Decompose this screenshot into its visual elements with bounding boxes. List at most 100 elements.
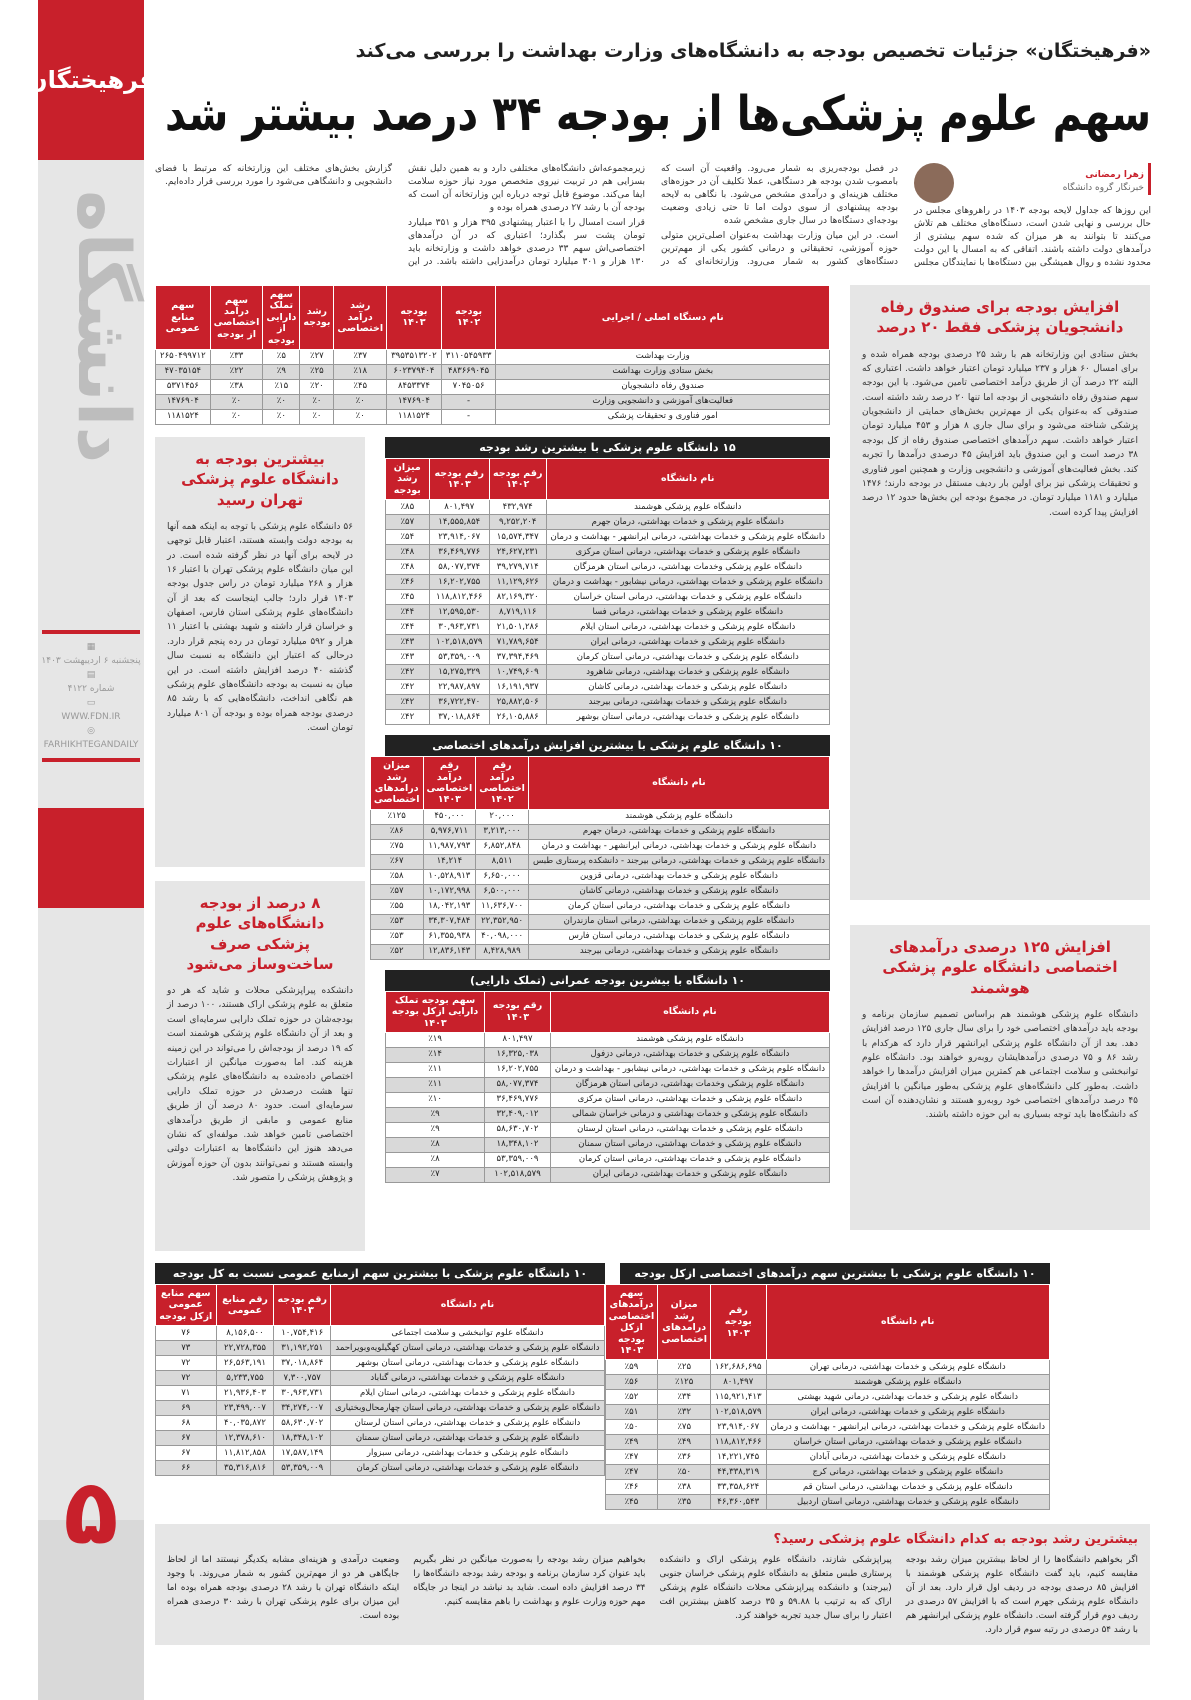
value-cell: ۱۱۸,۸۱۲,۴۶۶ [428, 589, 490, 606]
table-row: دانشگاه علوم پزشکی و خدمات بهداشتی و درم… [384, 1106, 831, 1123]
value-cell: ۸۰۱,۴۹۷ [428, 499, 490, 516]
column-header: بودجه ۱۴۰۲ [440, 285, 497, 350]
value-cell: - [440, 393, 497, 410]
value-cell: ۱۱۸۱۵۲۴ [155, 408, 211, 425]
bottom-col: اگر بخواهیم دانشگاه‌ها را از لحاظ بیشتری… [905, 1555, 1138, 1636]
column-header: رقم بودجه ۱۴۰۲ [488, 457, 547, 501]
column-header: میزان رشد بودجه [385, 457, 430, 501]
value-cell: ٪۵۸ [369, 868, 424, 885]
value-cell: ۱۱,۱۲۹,۶۲۶ [488, 574, 547, 591]
box-title: افزایش ۱۲۵ درصدی درآمدهای اختصاصی دانشگا… [882, 938, 1118, 997]
table-row: بخش ستادی وزارت بهداشت ۴۸۳۶۶۹۰۴۵ ۶۰۲۳۷۹۴۰۴… [155, 363, 830, 380]
value-cell: ٪۰ [333, 408, 388, 425]
university-name-cell: دانشگاه علوم پزشکی و خدمات بهداشتی، درما… [527, 853, 831, 870]
website-link[interactable]: WWW.FDN.IR [61, 712, 121, 722]
value-cell: ٪۴۹ [657, 1434, 712, 1451]
value-cell: ۱۰,۷۴۹,۶۰۹ [488, 664, 547, 681]
value-cell: ۲۲,۳۵۲,۹۵۰ [475, 913, 529, 930]
value-cell: ۴۷۰۳۵۱۵۴ [155, 363, 211, 380]
value-cell: ٪۰ [333, 393, 388, 410]
value-cell: ۸,۵۱۱ [475, 853, 529, 870]
value-cell: ۵۸,۰۷۷,۳۷۴ [484, 1076, 551, 1093]
table-share: ۱۰ دانشگاه علوم پزشکی با بیشترین سهم درآ… [604, 1263, 1051, 1511]
value-cell: ۳۴,۳۰۷,۴۸۴ [422, 913, 477, 930]
value-cell: ۱۲,۵۹۵,۵۳۰ [428, 604, 490, 621]
value-cell: ٪۳۴ [657, 1389, 712, 1406]
value-cell: ٪۵۱ [604, 1404, 659, 1421]
value-cell: ۱۱,۶۳۶,۷۰۰ [475, 898, 529, 915]
value-cell: ۵,۲۳۳,۷۵۵ [215, 1370, 275, 1387]
value-cell: ۱۰۲,۵۱۸,۵۷۹ [428, 634, 490, 651]
table-row: دانشگاه علوم توانبخشی و سلامت اجتماعی ۱۰,… [155, 1325, 606, 1342]
value-cell: ۷۱ [155, 1385, 217, 1402]
value-cell: ٪۰ [299, 393, 335, 410]
data-table: نام دانشگاه رقم بودجه ۱۴۰۳ رقم منابع عمومی… [155, 1283, 606, 1477]
value-cell: ۶۷ [155, 1430, 217, 1447]
value-cell: ۱۴,۲۱۴ [422, 853, 477, 870]
value-cell: ۳۷,۰۱۸,۸۶۴ [428, 709, 490, 726]
author-name: زهرا رمضانی [1085, 170, 1144, 180]
column-header: سهم درآمدهای اختصاصی ازکل بودجه ۱۴۰۳ [604, 1283, 659, 1361]
author-role: خبرنگار گروه دانشگاه [1062, 183, 1144, 193]
table-row: دانشگاه علوم پزشکی و خدمات بهداشتی، درما… [385, 529, 831, 546]
value-cell: ٪۰ [262, 408, 301, 425]
value-cell: ٪۵۳ [369, 913, 424, 930]
value-cell: ۲۴,۶۲۷,۲۳۱ [488, 544, 547, 561]
box-tehran: بیشترین بودجه به دانشگاه علوم پزشکی تهرا… [155, 437, 365, 867]
value-cell: ٪۲۵ [657, 1359, 712, 1376]
value-cell: ۹,۲۵۲,۲۰۴ [488, 514, 547, 531]
table-growth: ۱۵ دانشگاه علوم پزشکی با بیشترین رشد بود… [385, 437, 831, 726]
university-name-cell: دانشگاه علوم پزشکی و خدمات بهداشتی، درما… [545, 694, 831, 711]
column-header: سهم منابع عمومی [155, 285, 211, 350]
value-cell: ٪۷۵ [369, 838, 424, 855]
value-cell: ۵۳۷۱۴۵۶ [155, 378, 211, 395]
value-cell: ۱۱,۹۸۷,۷۹۳ [422, 838, 477, 855]
value-cell: ٪۱۱ [384, 1061, 486, 1078]
value-cell: ۱۱,۸۱۲,۸۵۸ [215, 1445, 275, 1462]
value-cell: ٪۳۲ [657, 1404, 712, 1421]
social-icon: ◎ [87, 726, 95, 736]
table-row: دانشگاه علوم پزشکی و خدمات بهداشتی، درما… [604, 1494, 1051, 1511]
university-name-cell: دانشگاه علوم پزشکی و خدمات بهداشتی، درما… [765, 1434, 1051, 1451]
bottom-col: بخواهیم میزان رشد بودجه را به‌صورت میانگ… [413, 1555, 646, 1608]
university-name-cell: دانشگاه علوم پزشکی و خدمات بهداشتی، درما… [527, 898, 831, 915]
value-cell: ٪۰ [262, 393, 301, 410]
university-name-cell: دانشگاه علوم پزشکی و خدمات بهداشتی، درما… [329, 1370, 606, 1387]
column-header: سهم تملک دارایی از بودجه [262, 285, 301, 350]
section-name: دانشگاه [62, 190, 146, 464]
table-row: دانشگاه علوم پزشکی و خدمات بهداشتی، درما… [384, 1091, 831, 1108]
value-cell: ۱۰,۵۲۸,۹۱۳ [422, 868, 477, 885]
value-cell: ۱۱۵,۹۲۱,۴۱۳ [710, 1389, 767, 1406]
university-name-cell: دانشگاه علوم پزشکی و خدمات بهداشتی، درما… [765, 1479, 1051, 1496]
value-cell: ۱۵,۲۷۵,۳۲۹ [428, 664, 490, 681]
column-header: سهم درآمد اختصاصی از بودجه [209, 285, 264, 350]
kicker: «فرهیختگان» جزئیات تخصیص بودجه به دانشگا… [355, 40, 1151, 62]
divider [42, 758, 140, 762]
value-cell: ۳۰,۹۶۳,۷۳۱ [273, 1385, 331, 1402]
value-cell: ۳۰,۹۶۳,۷۳۱ [428, 619, 490, 636]
value-cell: ٪۷۵ [657, 1419, 712, 1436]
university-name-cell: دانشگاه علوم پزشکی هوشمند [545, 499, 831, 516]
value-cell: ۱۶,۱۹۱,۹۳۷ [488, 679, 547, 696]
value-cell: ۱۴,۲۲۱,۷۴۵ [710, 1449, 767, 1466]
table-row: دانشگاه علوم پزشکی هوشمند ۲۰,۰۰۰ ۴۵۰,۰۰۰ ٪۱… [369, 808, 831, 825]
table-row: دانشگاه علوم پزشکی و خدمات بهداشتی، درما… [369, 913, 831, 930]
value-cell: ۴۰,۰۳۵,۸۷۲ [215, 1415, 275, 1432]
table-row: دانشگاه علوم پزشکی و خدمات بهداشتی، درما… [369, 853, 831, 870]
value-cell: - [440, 408, 497, 425]
university-name-cell: دانشگاه علوم پزشکی و خدمات بهداشتی، درما… [549, 1061, 831, 1078]
value-cell: ٪۵۹ [604, 1359, 659, 1376]
table-row: دانشگاه علوم پزشکی و خدمات بهداشتی، درما… [385, 664, 831, 681]
value-cell: ٪۵۶ [604, 1374, 659, 1391]
value-cell: ٪۱۸ [333, 363, 388, 380]
value-cell: ٪۳۸ [657, 1479, 712, 1496]
logo-text: فرهیختگان [27, 66, 155, 94]
university-name-cell: دانشگاه علوم پزشکی وخدمات بهداشتی، درمان… [549, 1076, 831, 1093]
box-text: دانشگاه علوم پزشکی هوشمند هم براساس تصمی… [862, 1009, 1138, 1121]
table-row: دانشگاه علوم پزشکی و خدمات بهداشتی، درما… [385, 544, 831, 561]
value-cell: ٪۱۰ [384, 1091, 486, 1108]
table-row: دانشگاه علوم پزشکی و خدمات بهداشتی، درما… [604, 1404, 1051, 1421]
box-hooshmand: افزایش ۱۲۵ درصدی درآمدهای اختصاصی دانشگا… [850, 925, 1150, 1230]
value-cell: ٪۲۲ [209, 363, 264, 380]
value-cell: ۸۲,۱۶۹,۳۲۰ [488, 589, 547, 606]
